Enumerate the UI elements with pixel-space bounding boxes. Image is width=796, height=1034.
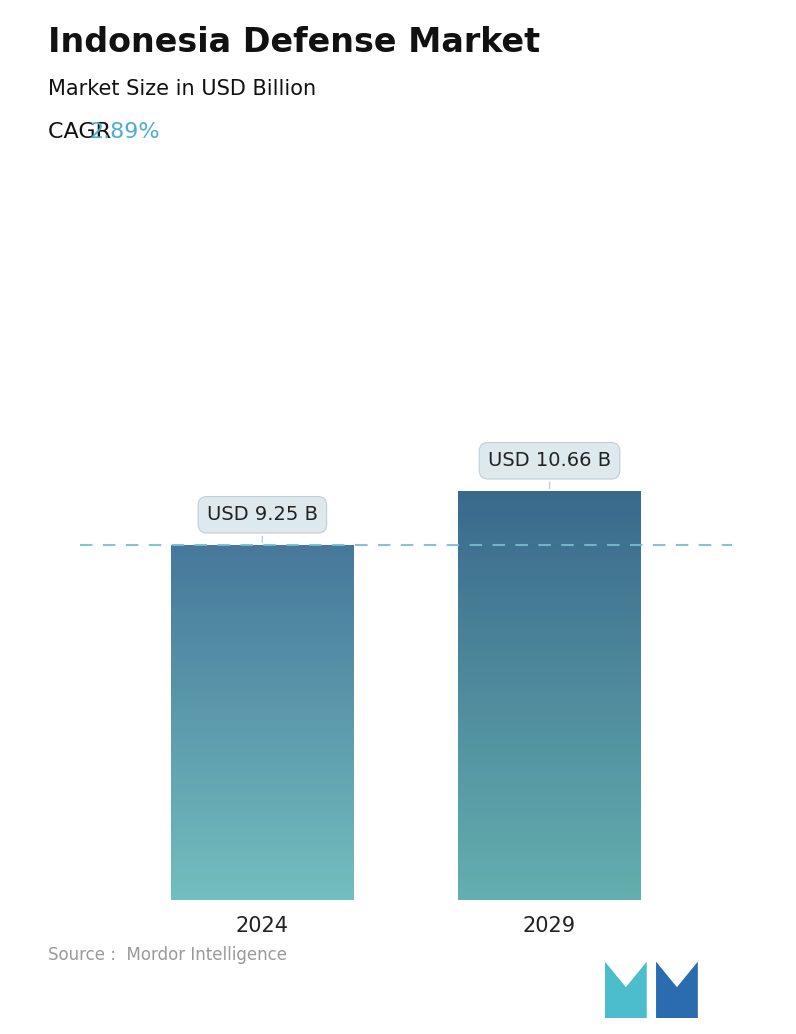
Text: Market Size in USD Billion: Market Size in USD Billion [48,79,316,98]
Polygon shape [605,962,646,1018]
Text: 2.89%: 2.89% [89,122,160,142]
Text: Source :  Mordor Intelligence: Source : Mordor Intelligence [48,946,287,964]
Text: CAGR: CAGR [48,122,118,142]
Text: Indonesia Defense Market: Indonesia Defense Market [48,26,540,59]
Text: USD 10.66 B: USD 10.66 B [488,451,611,488]
Polygon shape [656,962,698,1018]
Text: USD 9.25 B: USD 9.25 B [207,506,318,543]
